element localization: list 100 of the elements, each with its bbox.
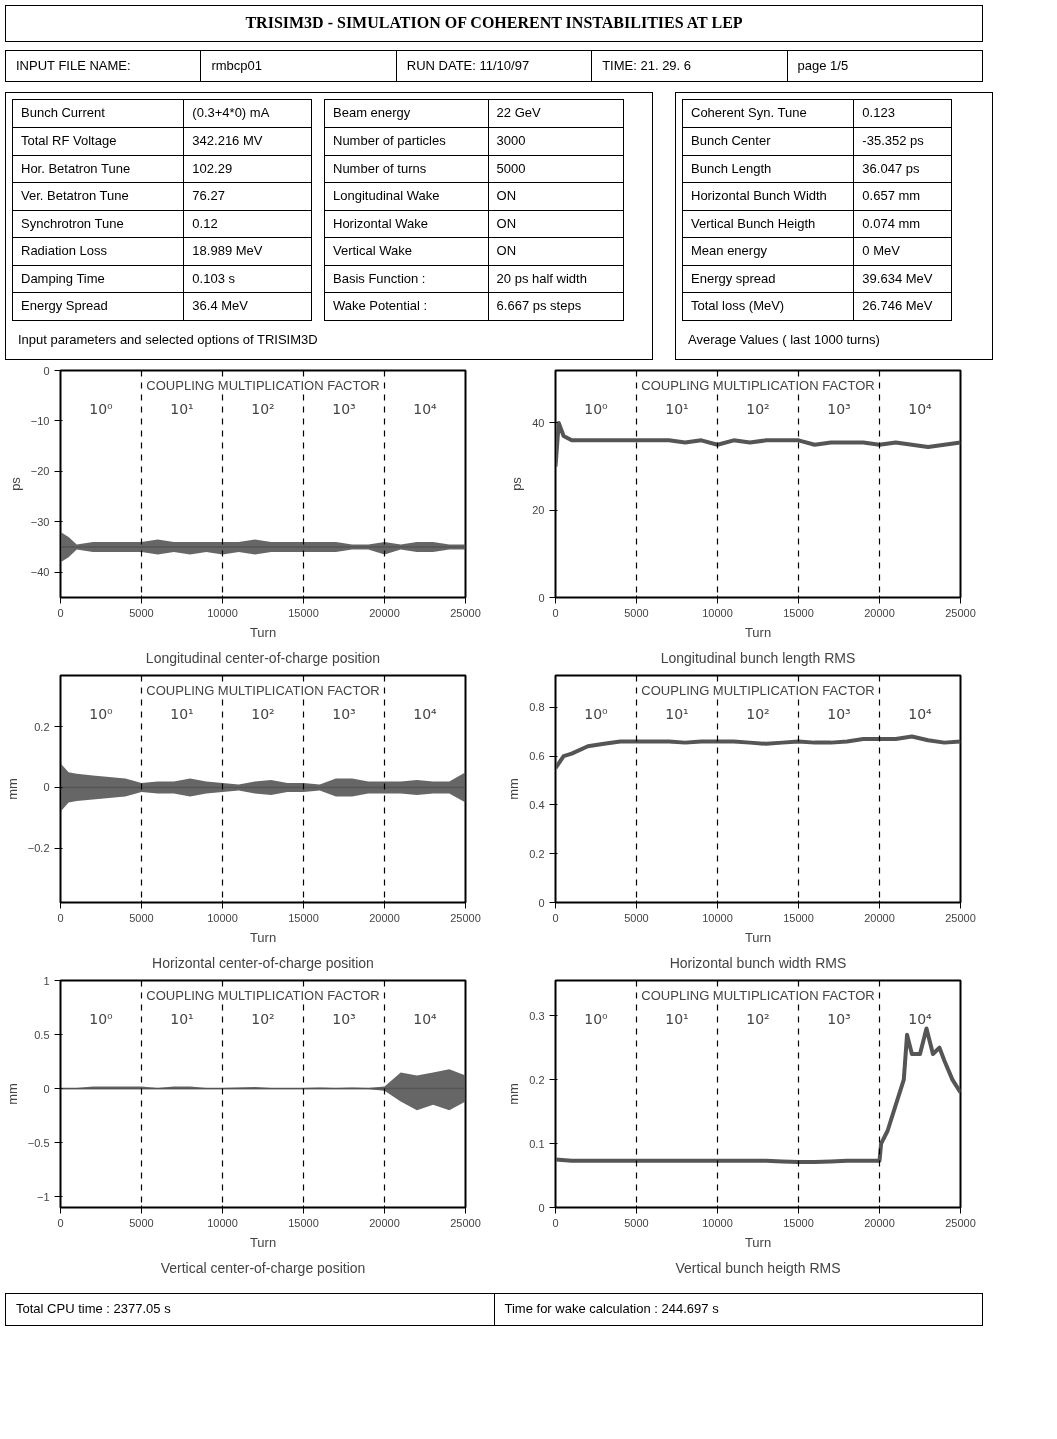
annotation: 10⁰ [584,400,609,417]
text: Bunch Length [682,155,854,183]
x-tick-label: 25000 [945,911,976,924]
text: 0.12 [183,210,312,238]
y-tick-label: 0.2 [34,721,50,734]
annotation: 10³ [827,1010,851,1027]
annotation: 10⁰ [89,400,114,417]
x-tick-label: 10000 [207,606,238,619]
annotation: 10¹ [665,1010,689,1027]
x-tick-label: 15000 [288,911,319,924]
annotation: 10³ [827,705,851,722]
text: 20 ps half width [488,265,624,293]
text: Longitudinal bunch length RMS [660,649,856,666]
annotation: 10⁰ [584,1010,609,1027]
annotation: COUPLING MULTIPLICATION FACTOR [146,987,380,1003]
text: 22 GeV [488,99,624,128]
annotation: 10⁰ [584,705,609,722]
y-tick-label: 0.2 [529,848,545,861]
text: Bunch Center [682,127,854,156]
line-series [555,1026,961,1165]
annotation: 10³ [332,705,356,722]
text: 76.27 [183,182,312,211]
text: 0 MeV [853,237,952,266]
text: 0.657 mm [853,182,952,211]
text: Longitudinal center-of-charge position [145,649,381,666]
text: Average Values ( last 1000 turns) [688,330,881,349]
annotation: COUPLING MULTIPLICATION FACTOR [641,987,875,1003]
y-axis-title: ps [7,477,23,492]
x-axis-title: Turn [744,624,772,640]
y-axis-title: ps [509,477,525,492]
text: Input parameters and selected options of TRISIM3D [18,330,319,349]
x-axis-title: Turn [744,1234,772,1250]
text: 0.074 mm [853,210,952,238]
text: Vertical Bunch Heigth [682,210,854,238]
y-tick-label: −40 [30,566,50,579]
y-tick-label: 0.2 [529,1074,545,1087]
y-tick-label: 0.6 [529,750,545,763]
y-axis-title: mm [4,778,20,801]
x-tick-label: 20000 [369,911,400,924]
y-axis-title: mm [506,778,522,801]
x-tick-label: 0 [552,606,559,619]
annotation: 10⁰ [89,705,114,722]
y-tick-label: −0.2 [27,842,50,855]
x-tick-label: 25000 [945,606,976,619]
x-axis-title: Turn [249,929,277,945]
x-tick-label: 0 [57,1216,64,1229]
text: 36.047 ps [853,155,952,183]
text: TIME: 21. 29. 6 [591,50,788,82]
text: 6.667 ps steps [488,292,624,321]
x-tick-label: 0 [552,911,559,924]
text: Coherent Syn. Tune [682,99,854,128]
y-tick-label: 0 [43,1083,50,1096]
annotation: 10¹ [665,705,689,722]
text: Total RF Voltage [12,127,184,156]
annotation: 10⁰ [89,1010,114,1027]
x-tick-label: 15000 [288,606,319,619]
text: 36.4 MeV [183,292,312,321]
text: Time for wake calculation : 244.697 s [494,1293,983,1326]
x-tick-label: 20000 [864,911,895,924]
text: Horizontal Bunch Width [682,182,854,211]
x-tick-label: 25000 [450,606,481,619]
text: ON [488,182,624,211]
y-axis-title: mm [4,1083,20,1106]
x-axis-title: Turn [249,624,277,640]
text: INPUT FILE NAME: [5,50,201,82]
x-tick-label: 15000 [288,1216,319,1229]
annotation: 10¹ [170,705,194,722]
text: 3000 [488,127,624,156]
y-axis-title: mm [506,1083,522,1106]
y-tick-label: 20 [532,504,545,517]
text: Vertical bunch heigth RMS [675,1259,841,1276]
annotation: 10⁴ [908,1010,933,1027]
x-tick-label: 0 [57,606,64,619]
annotation: 10⁴ [413,705,438,722]
text: 0.103 s [183,265,312,293]
text: Ver. Betatron Tune [12,182,184,211]
x-tick-label: 25000 [450,1216,481,1229]
x-tick-label: 25000 [450,911,481,924]
text: Basis Function : [324,265,489,293]
text: 39.634 MeV [853,265,952,293]
x-tick-label: 0 [552,1216,559,1229]
x-tick-label: 25000 [945,1216,976,1229]
annotation: 10² [746,400,770,417]
annotation: 10² [746,1010,770,1027]
annotation: 10² [251,400,275,417]
y-tick-label: −1 [36,1191,50,1204]
y-tick-label: 40 [532,417,545,430]
text: 0.123 [853,99,952,128]
text: Bunch Current [12,99,184,128]
text: Vertical center-of-charge position [160,1259,366,1276]
y-tick-label: −20 [30,465,50,478]
text: Energy spread [682,265,854,293]
text: 26.746 MeV [853,292,952,321]
text: Horizontal bunch width RMS [669,954,847,971]
text: TRISIM3D - SIMULATION OF COHERENT INSTABILITIES AT LEP [5,5,983,42]
y-tick-label: 0.5 [34,1029,50,1042]
text: ON [488,210,624,238]
text: 102.29 [183,155,312,183]
text: Total CPU time : 2377.05 s [5,1293,494,1326]
x-tick-label: 15000 [783,1216,814,1229]
